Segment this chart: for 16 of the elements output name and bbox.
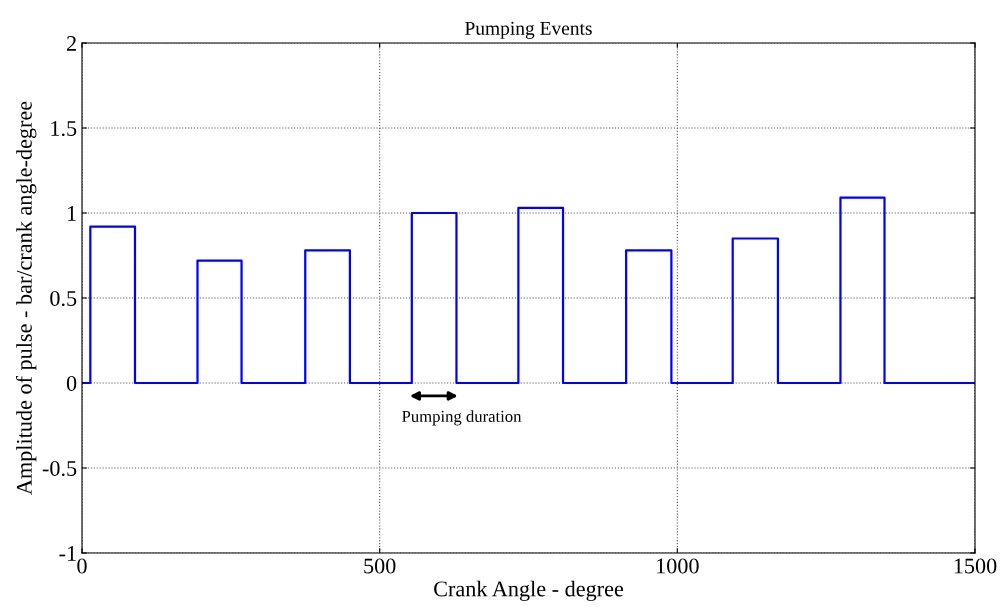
- x-tick-label: 1000: [657, 558, 699, 574]
- y-tick-label: -0.5: [42, 460, 77, 477]
- line-series: [82, 196, 975, 385]
- x-axis-title: Crank Angle - degree: [434, 580, 624, 602]
- y-tick-label: 2: [67, 35, 76, 51]
- y-tick-label: 1: [67, 206, 76, 221]
- chart-title: Pumping Events: [465, 21, 592, 39]
- y-tick-label: -1: [59, 546, 76, 561]
- y-tick-label: 0.5: [50, 290, 77, 307]
- x-tick-label: 1500: [954, 558, 997, 574]
- x-tick-label: 0: [77, 558, 87, 574]
- y-axis-title: Amplitude of pulse - bar/crank angle-degree: [15, 101, 37, 495]
- annotation: Pumping duration: [402, 410, 522, 426]
- y-tick-label: 0: [66, 375, 77, 391]
- x-tick-label: 500: [364, 558, 396, 574]
- y-tick-label: 1.5: [51, 121, 77, 137]
